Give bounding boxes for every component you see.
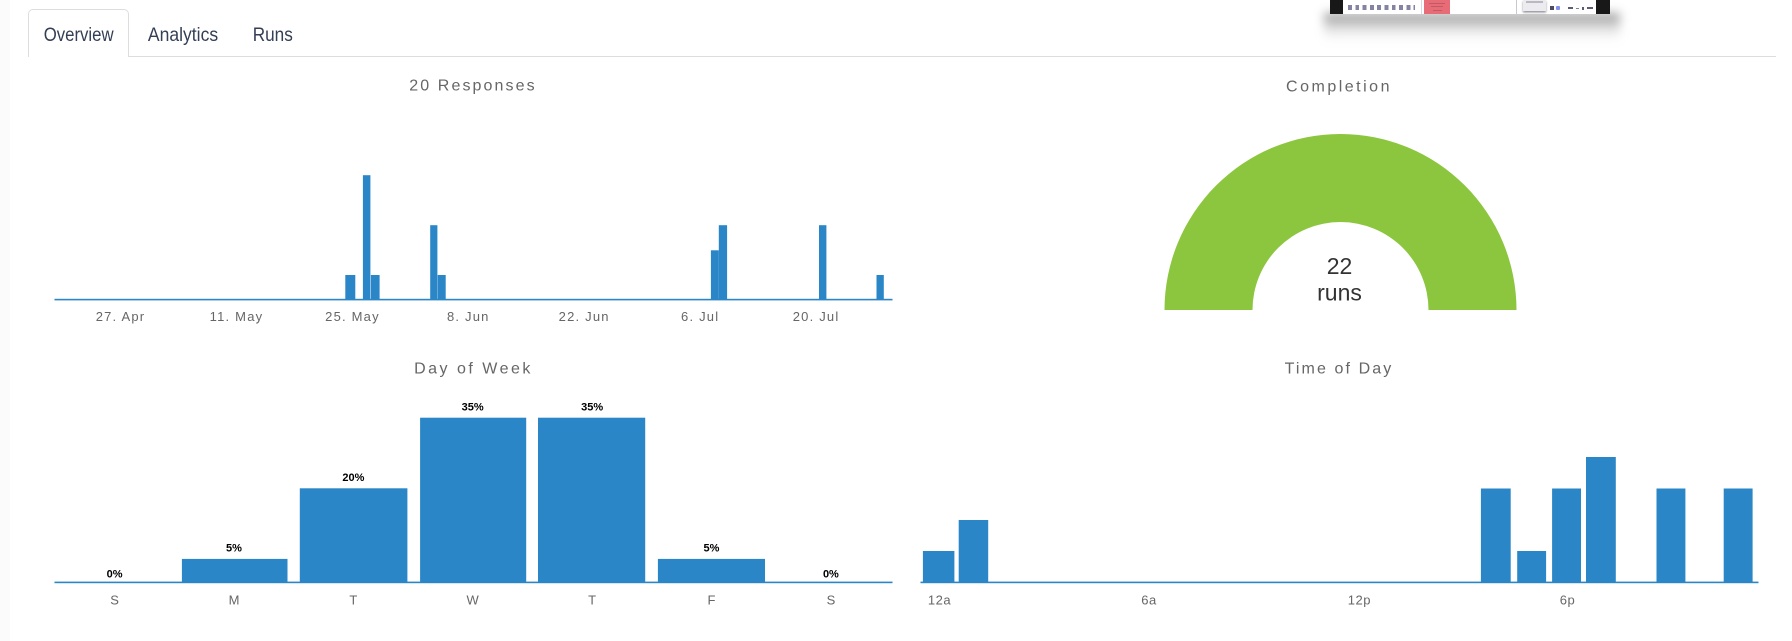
svg-text:0%: 0% <box>107 569 123 581</box>
svg-text:Time of Day: Time of Day <box>1285 361 1394 378</box>
svg-text:20. Jul: 20. Jul <box>793 309 840 324</box>
svg-text:6a: 6a <box>1141 593 1157 608</box>
svg-text:T: T <box>588 593 596 608</box>
svg-text:25. May: 25. May <box>325 309 380 324</box>
svg-text:F: F <box>708 593 716 608</box>
svg-text:5%: 5% <box>226 543 242 555</box>
svg-text:35%: 35% <box>581 402 603 414</box>
svg-text:T: T <box>349 593 357 608</box>
svg-text:W: W <box>467 593 480 608</box>
svg-text:35%: 35% <box>462 402 484 414</box>
svg-text:6. Jul: 6. Jul <box>681 309 719 324</box>
svg-text:22: 22 <box>1327 253 1353 279</box>
svg-text:22. Jun: 22. Jun <box>559 309 610 324</box>
svg-text:20%: 20% <box>342 472 364 484</box>
svg-text:0%: 0% <box>823 569 839 581</box>
svg-text:Day of Week: Day of Week <box>414 361 533 378</box>
svg-text:runs: runs <box>1317 279 1362 305</box>
svg-text:Completion: Completion <box>1286 79 1392 96</box>
svg-text:8. Jun: 8. Jun <box>447 309 490 324</box>
svg-text:12a: 12a <box>928 593 951 608</box>
svg-text:6p: 6p <box>1560 593 1575 608</box>
svg-text:S: S <box>827 593 836 608</box>
svg-text:M: M <box>229 593 240 608</box>
svg-text:20 Responses: 20 Responses <box>409 78 537 95</box>
svg-text:27. Apr: 27. Apr <box>96 309 146 324</box>
svg-text:11. May: 11. May <box>210 309 264 324</box>
svg-text:12p: 12p <box>1348 593 1371 608</box>
svg-text:5%: 5% <box>704 543 720 555</box>
svg-text:S: S <box>110 593 119 608</box>
